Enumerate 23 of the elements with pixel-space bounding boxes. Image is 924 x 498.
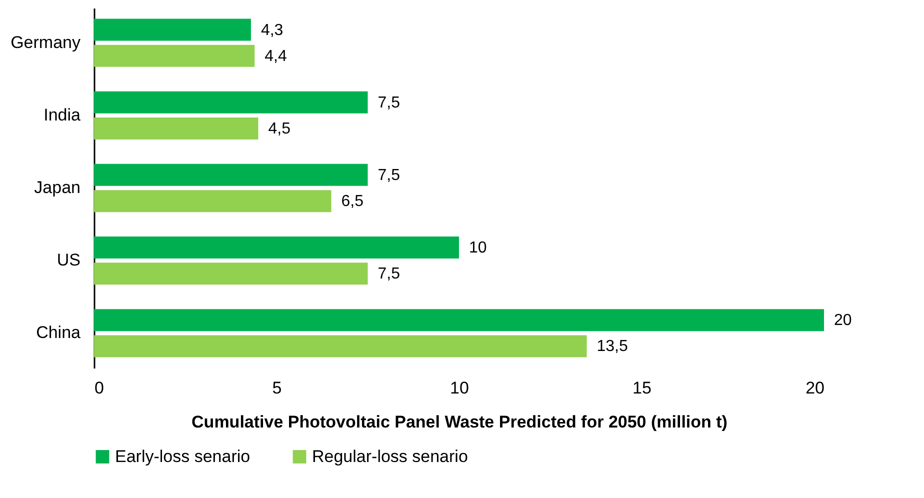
legend-label: Regular-loss senario — [312, 446, 468, 466]
x-tick-label: 5 — [272, 378, 282, 398]
data-label: 4,3 — [260, 22, 284, 39]
data-label: 7,5 — [378, 266, 400, 283]
y-tick-label: US — [56, 250, 80, 270]
y-tick-label: India — [44, 105, 82, 124]
x-tick-label: 10 — [450, 378, 469, 398]
data-label: 7,5 — [378, 94, 400, 112]
y-tick-label: China — [36, 323, 82, 342]
data-label: 4,5 — [268, 120, 291, 138]
x-axis-title: Cumulative Photovoltaic Panel Waste Predicted for 2050 (million t) — [192, 412, 728, 432]
data-label: 6,5 — [341, 193, 364, 210]
y-tick-label: Japan — [34, 178, 80, 197]
x-tick-label: 0 — [94, 378, 104, 398]
data-label: 7,5 — [378, 166, 400, 184]
data-label: 4,4 — [264, 48, 287, 65]
legend-label: Early-loss senario — [115, 446, 250, 466]
data-label: 13,5 — [596, 338, 628, 356]
data-label: 20 — [834, 312, 852, 330]
x-tick-label: 20 — [806, 378, 824, 398]
x-tick-label: 15 — [632, 378, 652, 398]
y-tick-label: Germany — [10, 32, 81, 52]
data-label: 10 — [469, 240, 487, 257]
